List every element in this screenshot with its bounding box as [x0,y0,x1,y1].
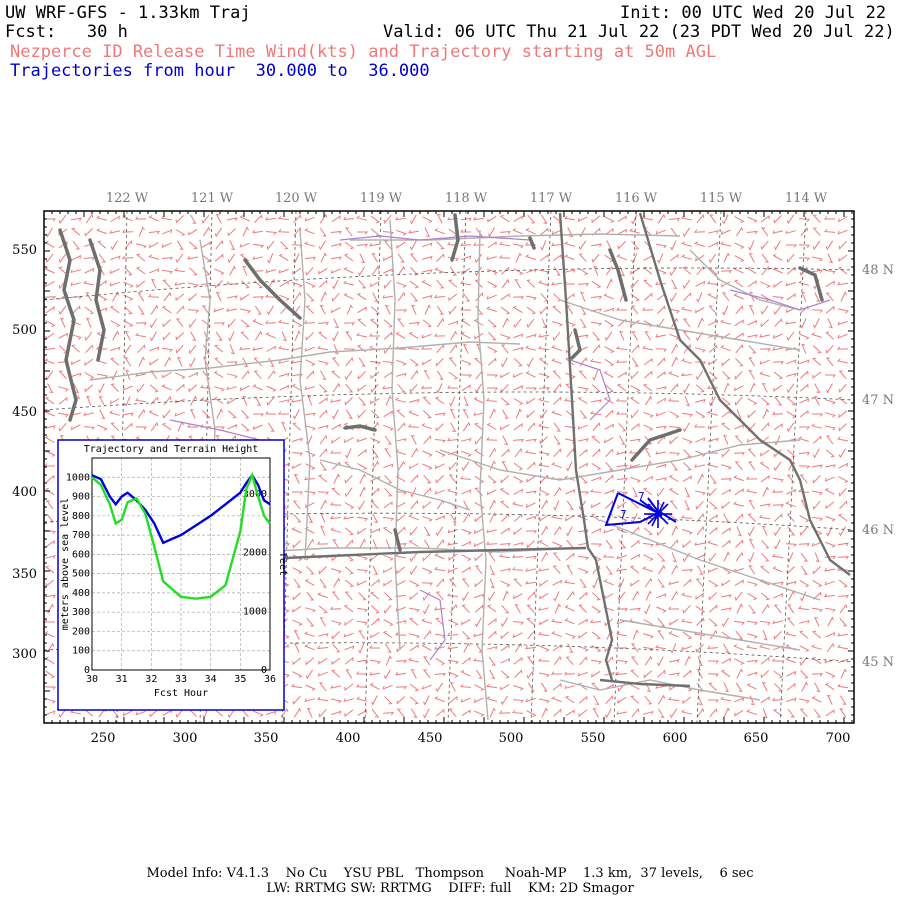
latitude-label: 47 N [862,393,894,408]
forecast-hour: Fcst: 30 h [5,22,128,42]
frame-ticks [43,210,854,724]
latitude-label: 46 N [862,523,894,538]
inset-x-tick: 34 [205,674,217,685]
grid-x-label: 300 [173,731,198,746]
latitude-label: 48 N [862,263,894,278]
grid-x-label: 350 [254,731,279,746]
inset-y-tick: 900 [72,492,90,503]
inset-y-tick: 0 [84,665,90,676]
trajectory-label: 7 [638,490,645,503]
idaho-south-segment [599,678,691,688]
grid-y-label: 300 [12,647,37,662]
inset-title: Trajectory and Terrain Height [84,444,259,455]
grid-x-label: 250 [91,731,116,746]
inset-y-tick: 100 [72,646,90,657]
grid-x-label: 500 [499,731,524,746]
washington-oregon-border [239,546,587,562]
inset-y-right-tick: 2000 [243,548,267,559]
purple-boundaries [169,235,831,661]
water-bodies [58,213,824,552]
grid-x-label: 700 [826,731,851,746]
inset-y-right-tick: 1000 [243,606,267,617]
grid-y-label: 350 [12,567,37,582]
inset-y-tick: 500 [72,569,90,580]
model-title: UW WRF-GFS - 1.33km Traj [5,3,251,23]
longitude-label: 117 W [530,191,573,206]
inset-x-tick: 33 [175,674,187,685]
valid-time: Valid: 06 UTC Thu 21 Jul 22 (23 PDT Wed … [383,22,895,42]
terrain-height-line [91,471,271,600]
grid-y-label: 400 [12,485,37,500]
inset-x-tick: 35 [234,674,246,685]
longitude-label: 116 W [615,191,658,206]
grid-x-label: 400 [336,731,361,746]
model-info-line2: LW: RRTMG SW: RRTMG DIFF: full KM: 2D Sm… [266,881,634,896]
inset-y-tick: 1000 [66,472,90,483]
latitude-label: 45 N [862,655,894,670]
plot-title: Nezperce ID Release Time Wind(kts) and T… [10,42,717,62]
trajectory-release-arrows [644,500,672,528]
grid-x-label: 450 [418,731,443,746]
inset-x-tick: 31 [116,674,128,685]
inset-y-tick: 400 [72,588,90,599]
longitude-label: 120 W [275,191,318,206]
longitude-label: 121 W [191,191,234,206]
inset-x-label: Fcst Hour [154,688,208,699]
inset-y-right-label: feet [277,552,288,576]
inset-x-tick: 30 [86,674,98,685]
idaho-montana-border [638,212,851,576]
inset-y-tick: 800 [72,511,90,522]
inset-y-label: meters above sea level [60,498,71,630]
inset-plot-frame [91,457,271,671]
grid-y-label: 450 [12,405,37,420]
state-boundaries [239,212,851,688]
longitude-label: 119 W [360,191,403,206]
inset-y-tick: 200 [72,626,90,637]
inset-x-tick: 36 [264,674,276,685]
inset-y-right-tick: 0 [261,665,267,676]
inset-y-right-tick: 3000 [243,489,267,500]
inset-x-tick: 32 [145,674,157,685]
inset-y-tick: 300 [72,607,90,618]
longitude-label: 122 W [106,191,149,206]
grid-y-label: 550 [12,243,37,258]
longitude-label: 118 W [445,191,488,206]
trajectory-label: 7 [620,508,627,521]
inset-y-tick: 600 [72,549,90,560]
grid-x-label: 600 [663,731,688,746]
grid-y-label: 500 [12,323,37,338]
model-info-line1: Model Info: V4.1.3 No Cu YSU PBL Thompso… [146,866,754,881]
trajectory-path [604,492,677,527]
longitude-label: 115 W [700,191,743,206]
init-time: Init: 00 UTC Wed 20 Jul 22 [620,3,887,23]
longitude-label: 114 W [785,191,828,206]
grid-x-label: 550 [581,731,606,746]
idaho-west-border [558,212,614,681]
trajectory-range: Trajectories from hour 30.000 to 36.000 [10,61,430,81]
grid-x-label: 650 [744,731,769,746]
inset-y-tick: 700 [72,530,90,541]
